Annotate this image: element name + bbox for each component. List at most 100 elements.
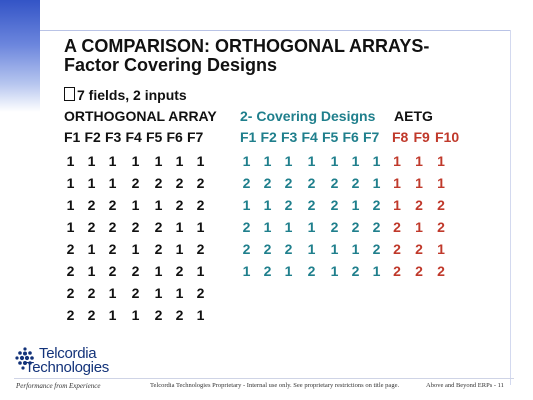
covering-designs-title: 2- Covering Designs	[240, 108, 376, 124]
header-covering-5: F5	[322, 129, 339, 145]
matrix-cell: 2	[154, 241, 163, 257]
decorative-band	[0, 0, 40, 112]
matrix-cell: 2	[175, 197, 184, 213]
matrix-cell: 1	[196, 263, 205, 279]
matrix-cell: 1	[263, 197, 272, 213]
header-orthogonal-1: F1	[64, 129, 81, 145]
matrix-cell: 2	[437, 197, 445, 213]
matrix-cell: 1	[330, 241, 339, 257]
aetg-title: AETG	[394, 108, 433, 124]
matrix-cell: 2	[242, 175, 251, 191]
matrix-cell: 1	[437, 175, 445, 191]
matrix-cell: 1	[242, 197, 251, 213]
right-rule	[510, 30, 511, 385]
matrix-cell: 1	[393, 153, 401, 169]
matrix-cell: 1	[66, 197, 75, 213]
logo-line1: Telcordia	[39, 345, 97, 362]
matrix-cell: 1	[307, 219, 316, 235]
matrix-cell: 1	[108, 307, 117, 323]
matrix-cell: 1	[263, 219, 272, 235]
matrix-cell: 2	[263, 241, 272, 257]
matrix-cell: 2	[330, 197, 339, 213]
matrix-cell: 1	[263, 153, 272, 169]
header-orthogonal-7: F7	[187, 129, 204, 145]
matrix-cell: 1	[175, 285, 184, 301]
matrix-cell: 2	[437, 263, 445, 279]
matrix-cell: 2	[372, 241, 381, 257]
matrix-cell: 1	[415, 153, 423, 169]
logo-wordmark: Telcordia Technologies	[25, 345, 109, 375]
matrix-cell: 2	[196, 285, 205, 301]
matrix-cell: 2	[415, 241, 423, 257]
header-orthogonal-4: F4	[125, 129, 142, 145]
matrix-cell: 2	[393, 241, 401, 257]
telcordia-logo: Telcordia Technologies	[15, 345, 109, 380]
matrix-cell: 1	[242, 263, 251, 279]
telcordia-logo-icon	[15, 347, 34, 370]
matrix-cell: 1	[154, 197, 163, 213]
matrix-cell: 2	[415, 263, 423, 279]
matrix-cell: 1	[307, 153, 316, 169]
bullet-icon	[64, 87, 75, 101]
matrix-cell: 1	[351, 241, 360, 257]
matrix-cell: 2	[175, 307, 184, 323]
matrix-cell: 2	[87, 197, 96, 213]
header-covering-6: F6	[342, 129, 359, 145]
slide-title-line1: A COMPARISON: ORTHOGONAL ARRAYS-	[64, 36, 430, 56]
matrix-cell: 2	[307, 175, 316, 191]
matrix-cell: 2	[351, 175, 360, 191]
header-covering-2: F2	[260, 129, 277, 145]
matrix-cell: 2	[154, 307, 163, 323]
matrix-cell: 2	[87, 285, 96, 301]
matrix-cell: 1	[66, 219, 75, 235]
matrix-cell: 1	[66, 153, 75, 169]
matrix-cell: 1	[175, 241, 184, 257]
matrix-cell: 2	[154, 219, 163, 235]
matrix-cell: 1	[175, 219, 184, 235]
header-covering-7: F7	[363, 129, 380, 145]
matrix-cell: 1	[108, 285, 117, 301]
matrix-cell: 2	[196, 175, 205, 191]
matrix-cell: 2	[131, 219, 140, 235]
matrix-cell: 2	[351, 263, 360, 279]
matrix-cell: 2	[108, 197, 117, 213]
matrix-cell: 2	[415, 197, 423, 213]
matrix-cell: 2	[131, 285, 140, 301]
matrix-cell: 2	[66, 241, 75, 257]
matrix-cell: 1	[66, 175, 75, 191]
matrix-cell: 1	[108, 175, 117, 191]
footer-rule	[14, 378, 514, 379]
matrix-cell: 1	[131, 153, 140, 169]
matrix-cell: 2	[154, 175, 163, 191]
matrix-cell: 1	[372, 263, 381, 279]
matrix-cell: 2	[372, 219, 381, 235]
bullet-text: 7 fields, 2 inputs	[77, 87, 187, 103]
orthogonal-headers: F1 F2 F3 F4 F5 F6 F7	[64, 129, 208, 145]
header-covering-4: F4	[301, 129, 318, 145]
matrix-cell: 2	[131, 175, 140, 191]
matrix-cell: 1	[330, 263, 339, 279]
matrix-cell: 1	[175, 153, 184, 169]
matrix-cell: 2	[66, 285, 75, 301]
matrix-cell: 1	[87, 241, 96, 257]
header-covering-3: F3	[281, 129, 298, 145]
slide-title-line2: Factor Covering Designs	[64, 55, 278, 75]
matrix-cell: 2	[437, 219, 445, 235]
matrix-cell: 2	[263, 263, 272, 279]
